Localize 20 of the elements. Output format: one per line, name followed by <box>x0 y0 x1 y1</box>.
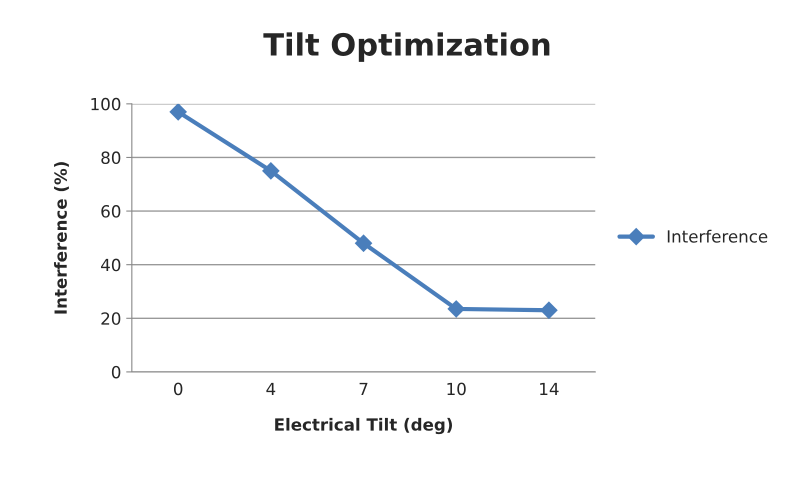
legend-label: Interference <box>668 230 768 243</box>
x-tick-label: 10 <box>447 382 466 396</box>
point <box>540 302 558 319</box>
x-tick-label: 4 <box>266 382 276 395</box>
x-tick-label: 7 <box>360 382 368 395</box>
y-tick-label: 100 <box>91 98 120 110</box>
y-tick-label: 40 <box>101 258 120 272</box>
y-tick-label: 20 <box>101 312 120 325</box>
chart-title: Tilt Optimization <box>263 32 550 62</box>
y-tick-label: 60 <box>101 205 120 218</box>
y-tick-label: 0 <box>112 366 120 378</box>
point <box>354 234 372 252</box>
point <box>448 300 465 318</box>
x-tick-label: 0 <box>174 382 182 396</box>
y-tick-label: 80 <box>101 151 120 164</box>
x-axis-title: Electrical Tilt (deg) <box>275 418 452 434</box>
point <box>170 104 187 120</box>
y-axis-title: Interference (%) <box>54 162 69 314</box>
point <box>262 162 280 180</box>
x-tick-label: 14 <box>540 382 559 395</box>
